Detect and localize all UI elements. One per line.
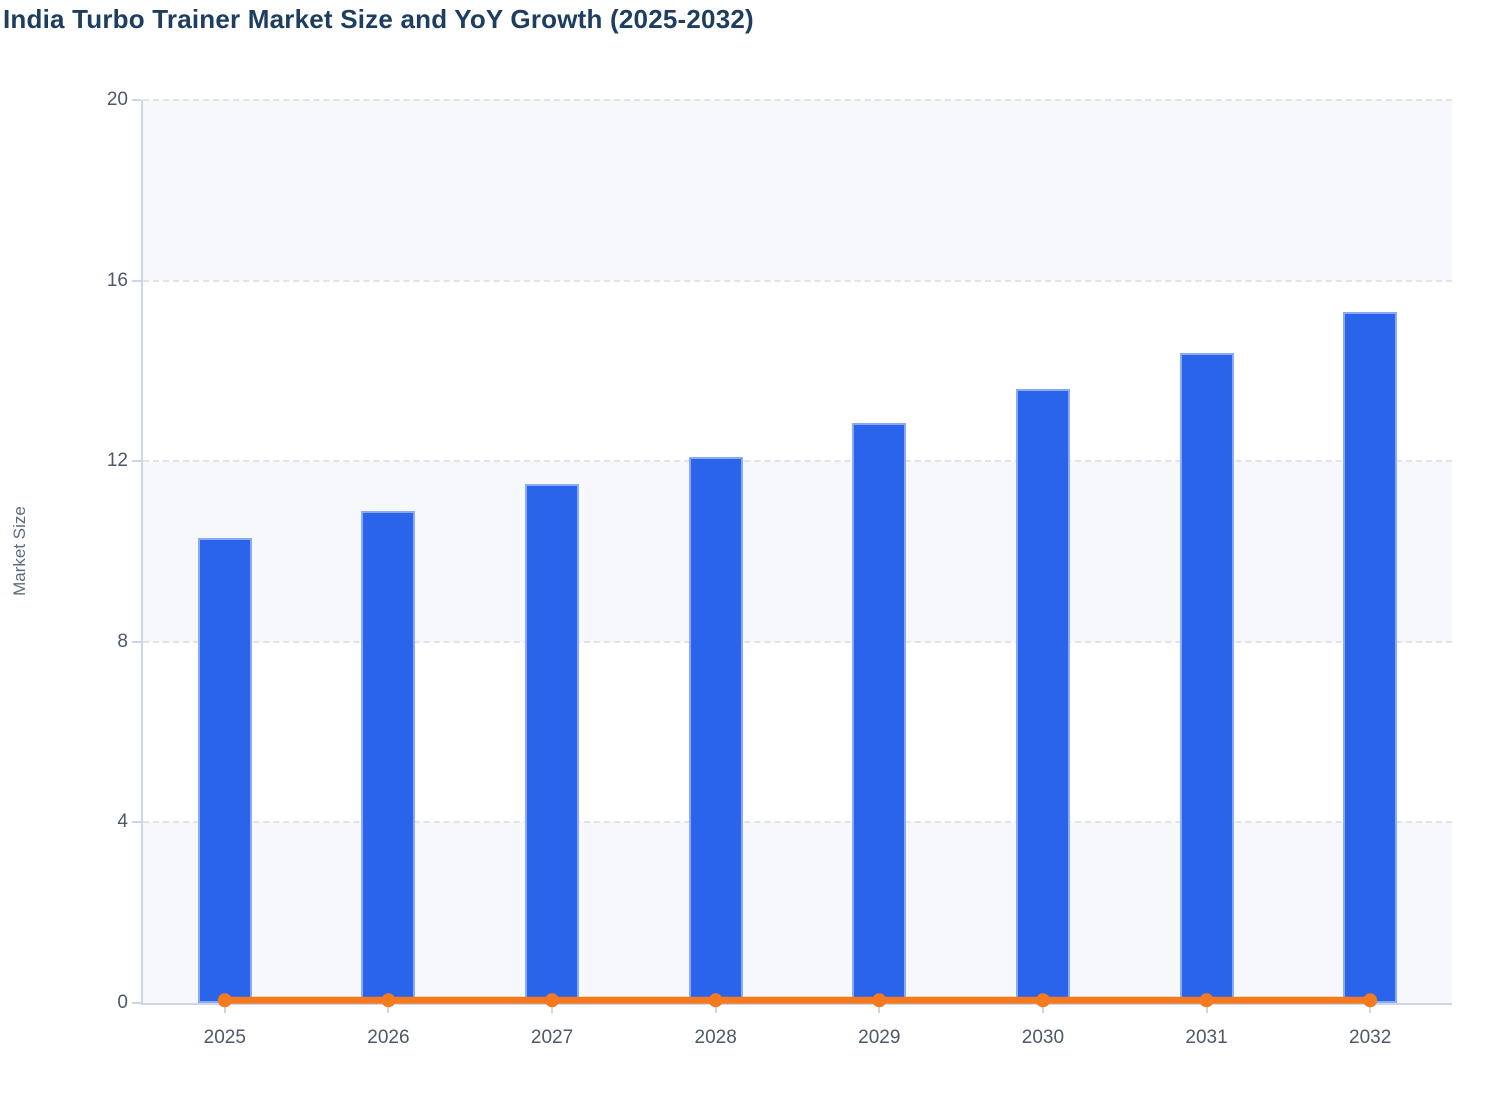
y-axis-tick	[132, 821, 141, 824]
y-tick-label-4: 4	[117, 811, 128, 833]
chart-title: India Turbo Trainer Market Size and YoY …	[3, 4, 754, 34]
y-tick-label-16: 16	[106, 269, 128, 291]
gridline-12	[143, 460, 1452, 463]
x-axis-tick	[1369, 1005, 1372, 1013]
x-tick-label-2029: 2029	[858, 1027, 901, 1048]
x-axis-tick	[223, 1005, 226, 1013]
line-marker-2030	[1035, 993, 1050, 1008]
x-axis-tick	[714, 1005, 717, 1013]
line-marker-2027	[545, 993, 560, 1008]
gridline-4	[143, 821, 1452, 824]
y-tick-label-0: 0	[117, 992, 128, 1013]
line-marker-2031	[1199, 993, 1214, 1008]
y-axis-title: Market Size	[10, 506, 29, 596]
y-tick-label-8: 8	[117, 630, 128, 652]
plot-band	[143, 100, 1452, 281]
bar-2031	[1179, 352, 1234, 1003]
plot-band	[143, 461, 1452, 642]
x-tick-label-2031: 2031	[1185, 1027, 1228, 1048]
x-axis-tick	[1041, 1005, 1044, 1013]
bar-2032	[1343, 312, 1398, 1003]
x-tick-label-2026: 2026	[367, 1027, 410, 1048]
bar-2025	[197, 537, 252, 1003]
y-axis-tick	[132, 99, 141, 101]
x-tick-label-2032: 2032	[1349, 1027, 1392, 1048]
bar-2028	[688, 456, 743, 1003]
y-axis-tick	[132, 460, 141, 463]
bar-2027	[525, 483, 580, 1003]
bar-2030	[1015, 388, 1070, 1003]
plot-area: 0 4 8 12 16 20 2025 2026 2027 2028 2029 2030 2031 203…	[107, 89, 1452, 1048]
line-marker-2026	[381, 993, 396, 1008]
gridline-8	[143, 640, 1452, 643]
y-axis-tick	[132, 279, 141, 282]
x-tick-label-2030: 2030	[1021, 1027, 1065, 1048]
gridline-20	[143, 99, 1452, 101]
y-axis-tick	[132, 1002, 141, 1004]
x-axis-tick	[1205, 1005, 1208, 1013]
line-marker-2028	[708, 993, 723, 1008]
plot-band	[143, 822, 1452, 1003]
x-tick-label-2025: 2025	[203, 1027, 246, 1048]
y-tick-label-12: 12	[106, 450, 128, 472]
x-axis-line	[141, 1003, 1452, 1005]
x-axis-tick	[551, 1005, 554, 1013]
bar-2029	[852, 422, 907, 1003]
y-axis-tick	[132, 640, 141, 643]
line-marker-2029	[872, 993, 887, 1008]
bar-2026	[361, 510, 416, 1003]
yoy-growth-line-layer	[217, 993, 1378, 1008]
x-axis-tick	[878, 1005, 881, 1013]
x-tick-label-2028: 2028	[694, 1027, 737, 1048]
x-axis-tick	[387, 1005, 390, 1013]
y-axis-line	[141, 100, 143, 1003]
y-tick-label-20: 20	[106, 89, 128, 110]
line-marker-2025	[217, 993, 232, 1008]
x-tick-label-2027: 2027	[530, 1027, 574, 1048]
line-marker-2032	[1363, 993, 1378, 1008]
gridline-16	[143, 279, 1452, 282]
